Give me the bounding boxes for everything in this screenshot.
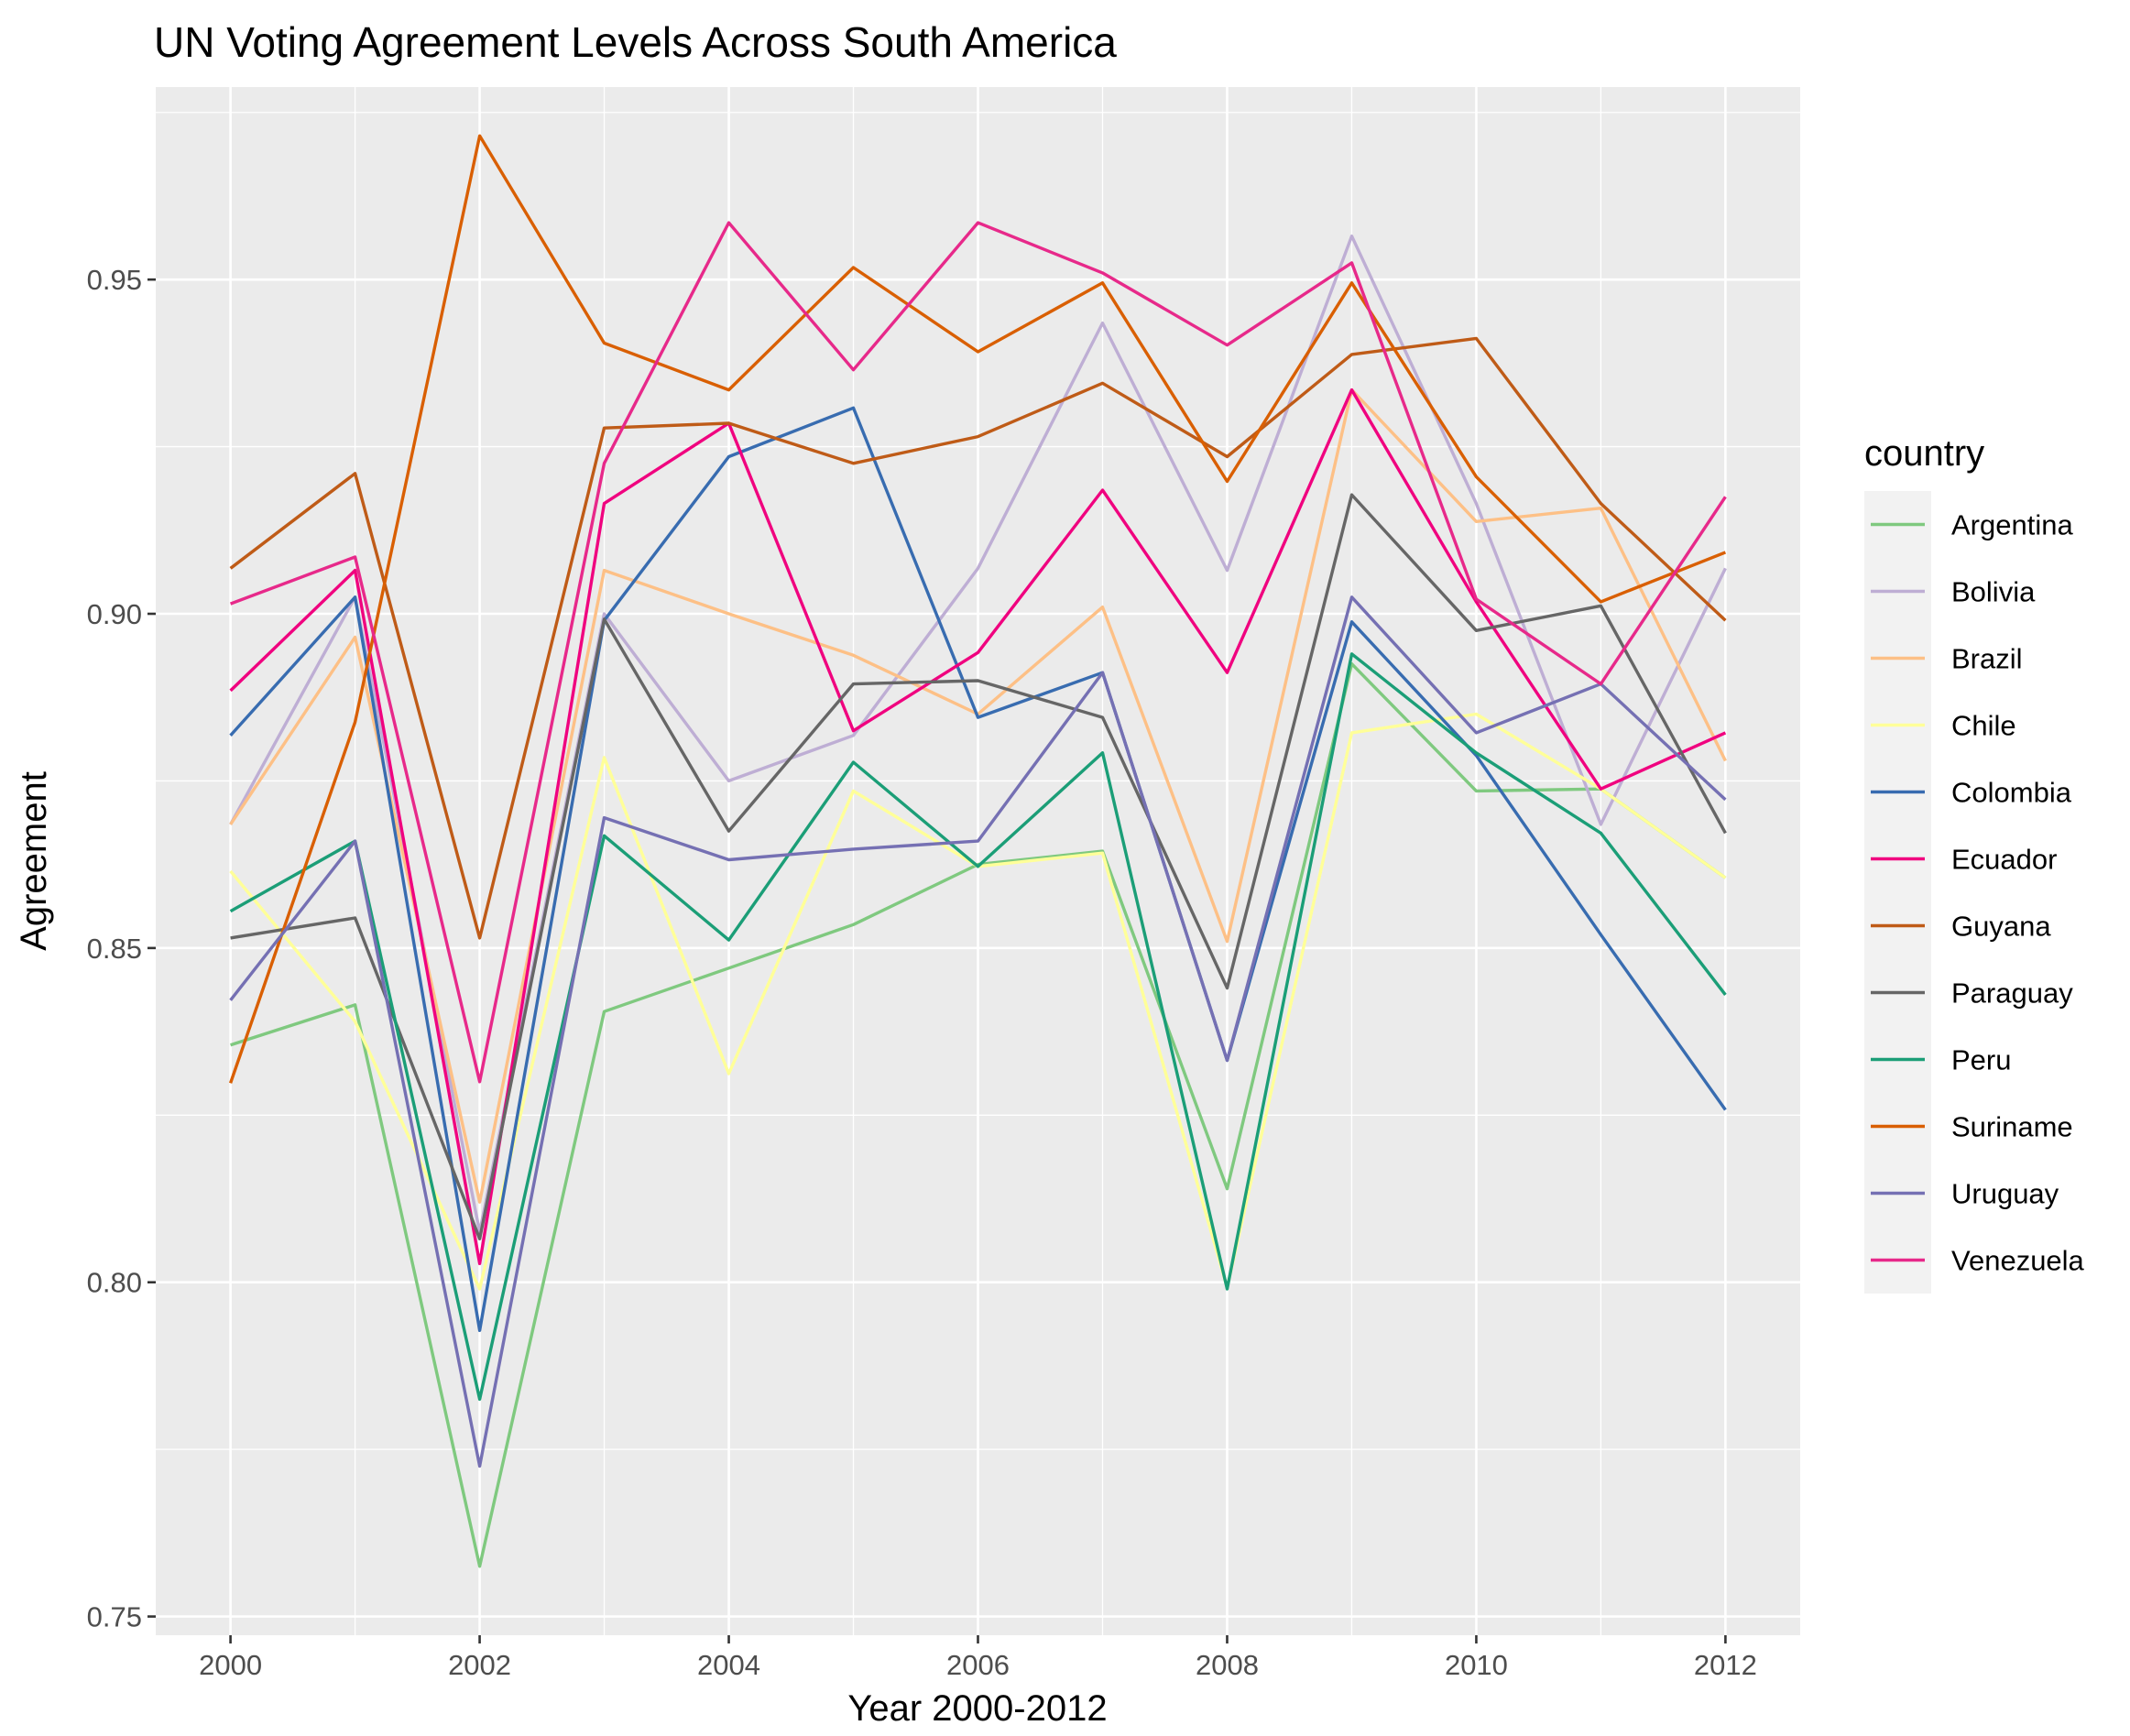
legend-label: Ecuador (1951, 844, 2057, 876)
legend-label: Paraguay (1951, 977, 2073, 1010)
x-tick-label: 2010 (1445, 1649, 1508, 1681)
series-line-ecuador (229, 388, 1727, 1266)
series-lines (228, 134, 1727, 1568)
series-line-guyana (229, 336, 1727, 940)
series-line-suriname (228, 134, 1727, 1084)
legend-label: Chile (1951, 710, 2016, 742)
legend-label: Venezuela (1951, 1245, 2085, 1277)
x-tick-label: 2002 (448, 1649, 511, 1681)
legend: country Argentina Bolivia Brazil Chile Colom… (1864, 433, 2085, 1294)
legend-label: Bolivia (1951, 576, 2036, 608)
legend-label: Uruguay (1951, 1178, 2059, 1210)
y-axis: 0.75 0.80 0.85 0.90 0.95 (87, 264, 156, 1633)
legend-label: Peru (1951, 1044, 2011, 1076)
series-line-peru (229, 652, 1727, 1402)
x-tick-label: 2000 (199, 1649, 262, 1681)
series-line-venezuela (230, 221, 1727, 1084)
y-tick-label: 0.85 (87, 933, 142, 965)
series-line-paraguay (230, 493, 1727, 1241)
x-tick-label: 2012 (1694, 1649, 1757, 1681)
legend-title: country (1864, 433, 1984, 474)
legend-label: Brazil (1951, 643, 2023, 675)
legend-label: Colombia (1951, 777, 2072, 809)
legend-key-background (1864, 491, 1931, 1294)
legend-label: Argentina (1951, 509, 2073, 541)
y-tick-label: 0.95 (87, 264, 142, 296)
legend-label: Guyana (1951, 911, 2051, 943)
series-line-uruguay (229, 595, 1727, 1469)
x-axis-title: Year 2000-2012 (847, 1688, 1107, 1729)
y-tick-label: 0.80 (87, 1267, 142, 1299)
legend-items: Argentina Bolivia Brazil Chile Colombia Ecuad… (1871, 509, 2085, 1277)
x-tick-label: 2008 (1196, 1649, 1259, 1681)
chart-title: UN Voting Agreement Levels Across South … (154, 18, 1117, 66)
y-axis-title: Agreement (14, 771, 54, 951)
y-tick-label: 0.75 (87, 1601, 142, 1633)
x-tick-label: 2006 (946, 1649, 1010, 1681)
x-tick-label: 2004 (697, 1649, 760, 1681)
series-line-colombia (229, 406, 1727, 1333)
y-tick-label: 0.90 (87, 598, 142, 630)
x-axis: 2000 2002 2004 2006 2008 2010 2012 (199, 1635, 1757, 1681)
legend-label: Suriname (1951, 1111, 2073, 1143)
